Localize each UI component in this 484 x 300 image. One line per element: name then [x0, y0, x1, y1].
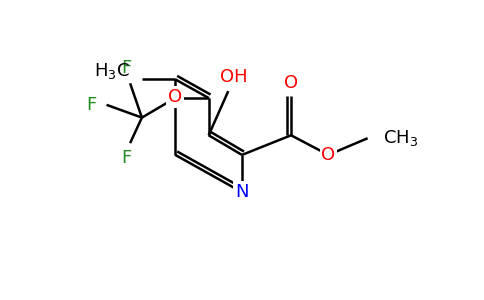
Text: F: F: [121, 59, 131, 77]
Text: F: F: [87, 96, 97, 114]
Text: OH: OH: [220, 68, 248, 86]
Text: H$_3$C: H$_3$C: [94, 61, 130, 82]
Text: O: O: [321, 146, 335, 164]
Text: N: N: [235, 183, 249, 201]
Text: F: F: [121, 149, 131, 167]
Text: CH$_3$: CH$_3$: [383, 128, 419, 148]
Text: O: O: [168, 88, 182, 106]
Text: O: O: [284, 74, 298, 92]
